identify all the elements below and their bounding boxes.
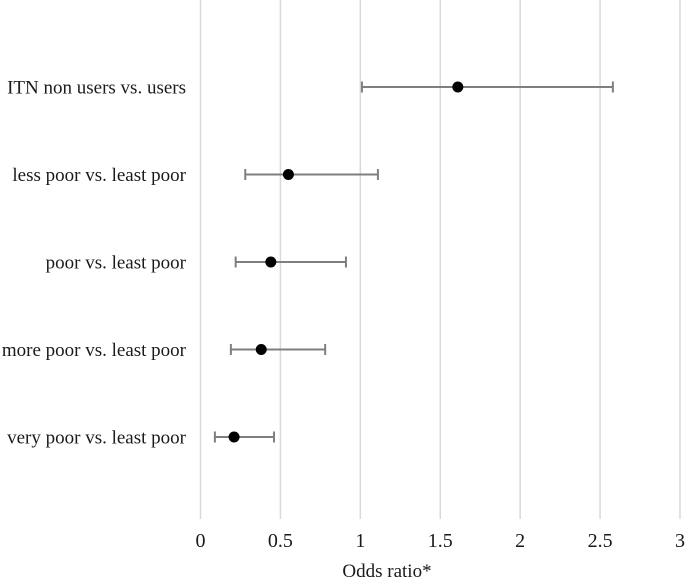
x-axis-title: Odds ratio*: [342, 561, 431, 582]
series-group: [213, 81, 614, 443]
point-marker: [228, 431, 240, 443]
error-bar: [244, 169, 379, 180]
point-marker: [265, 256, 277, 268]
x-tick-label: 1.5: [428, 530, 453, 552]
category-label: very poor vs. least poor: [7, 428, 187, 449]
point-marker: [452, 81, 464, 93]
category-label: ITN non users vs. users: [7, 78, 186, 99]
error-bar: [213, 431, 276, 443]
x-tick-label: 2: [515, 530, 525, 552]
point-marker: [255, 344, 267, 355]
x-tick-labels-group: 0 0.5 1 1.5 2 2.5 3: [196, 530, 685, 552]
category-labels-group: ITN non users vs. users less poor vs. lea…: [2, 78, 187, 449]
error-bar: [229, 344, 327, 355]
x-tick-label: 1: [355, 530, 365, 552]
x-tick-label: 3: [675, 530, 685, 552]
x-tick-label: 2.5: [588, 530, 613, 552]
x-tick-label: 0.5: [268, 530, 293, 552]
category-label: poor vs. least poor: [46, 253, 187, 274]
category-label: less poor vs. least poor: [12, 165, 186, 186]
error-bar: [360, 81, 614, 93]
category-label: more poor vs. least poor: [2, 340, 187, 361]
x-tick-label: 0: [196, 530, 206, 552]
error-bar: [234, 256, 347, 268]
point-marker: [282, 169, 294, 180]
